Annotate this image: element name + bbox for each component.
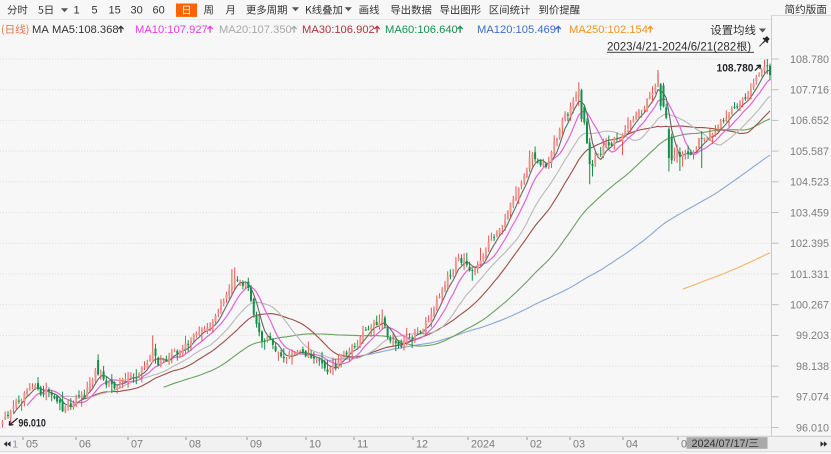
svg-text:100.267: 100.267 xyxy=(790,300,829,312)
svg-text:MA20:107.350: MA20:107.350 xyxy=(219,24,292,36)
svg-text:108.780: 108.780 xyxy=(717,62,754,74)
svg-text:MA250:102.154: MA250:102.154 xyxy=(569,24,648,36)
svg-text:106.652: 106.652 xyxy=(790,115,829,127)
svg-text:99.203: 99.203 xyxy=(796,330,829,342)
svg-text:107.716: 107.716 xyxy=(790,85,829,97)
svg-text:97.074: 97.074 xyxy=(796,392,829,404)
svg-text:MA5:108.368: MA5:108.368 xyxy=(52,24,119,36)
svg-text:MA60:106.640: MA60:106.640 xyxy=(385,24,458,36)
svg-text:5: 5 xyxy=(92,5,98,17)
svg-text:98.138: 98.138 xyxy=(796,361,829,373)
svg-text:2024: 2024 xyxy=(471,439,495,451)
svg-text:03: 03 xyxy=(573,439,585,451)
svg-text:): ) xyxy=(747,41,751,53)
svg-text:MA: MA xyxy=(32,24,49,36)
svg-text:30: 30 xyxy=(131,5,143,17)
svg-text:MA120:105.469: MA120:105.469 xyxy=(477,24,556,36)
svg-text:60: 60 xyxy=(153,5,165,17)
svg-text:11: 11 xyxy=(357,439,368,451)
svg-text:96.010: 96.010 xyxy=(796,422,829,434)
svg-text:MA10:107.927: MA10:107.927 xyxy=(135,24,208,36)
svg-text:2024/07/17/: 2024/07/17/ xyxy=(692,438,749,450)
svg-text:10: 10 xyxy=(309,439,321,451)
svg-text:101.331: 101.331 xyxy=(790,269,829,281)
svg-text:2023/4/21-2024/6/21(282: 2023/4/21-2024/6/21(282 xyxy=(607,41,736,53)
svg-text:105.587: 105.587 xyxy=(790,146,829,158)
svg-text:96.010: 96.010 xyxy=(18,418,46,430)
svg-text:MA30:106.902: MA30:106.902 xyxy=(302,24,375,36)
svg-text:1: 1 xyxy=(74,5,80,17)
svg-text:104.523: 104.523 xyxy=(790,177,829,189)
svg-text:07: 07 xyxy=(131,439,143,451)
svg-text:108.780: 108.780 xyxy=(790,54,829,66)
svg-text:08: 08 xyxy=(189,439,201,451)
svg-text:09: 09 xyxy=(250,439,262,451)
svg-text:04: 04 xyxy=(626,439,638,451)
svg-text:102.395: 102.395 xyxy=(790,238,829,250)
svg-text:12: 12 xyxy=(416,439,428,451)
svg-text:15: 15 xyxy=(109,5,121,17)
svg-text:05: 05 xyxy=(26,439,38,451)
svg-text:02: 02 xyxy=(530,439,542,451)
svg-text:1: 1 xyxy=(12,439,18,451)
svg-text:06: 06 xyxy=(79,439,91,451)
svg-text:103.459: 103.459 xyxy=(790,207,829,219)
